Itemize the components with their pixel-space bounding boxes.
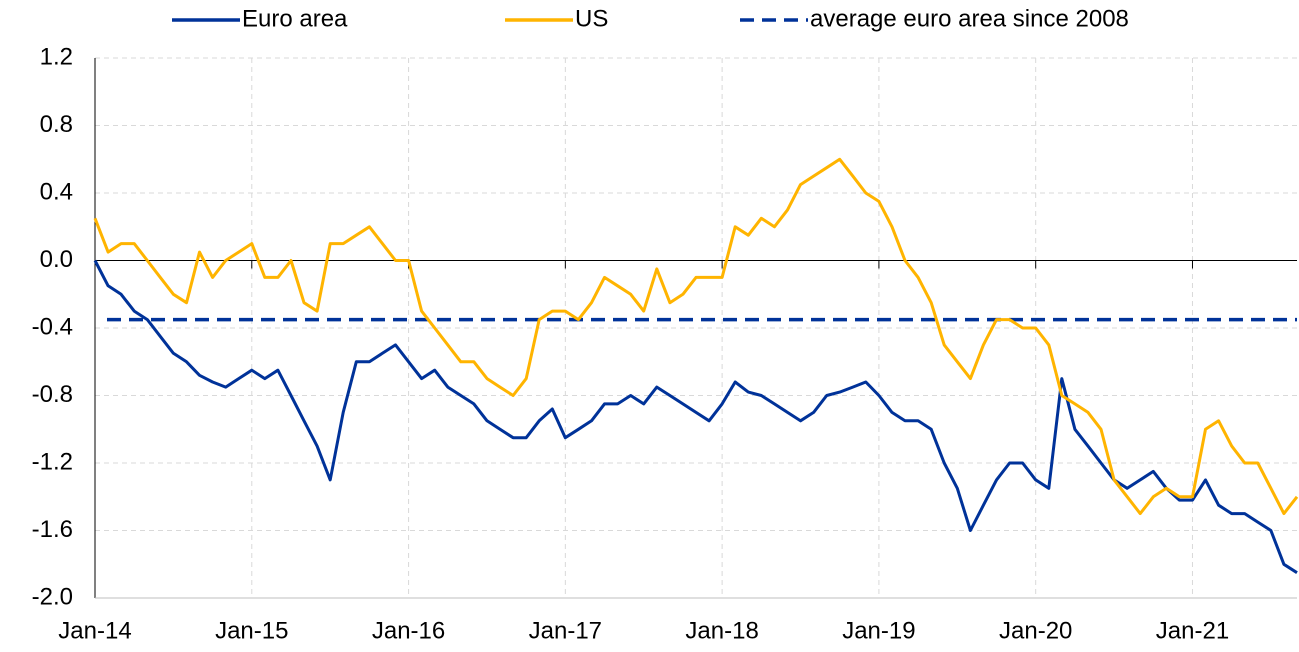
y-tick-label: -0.8 [32,381,73,408]
x-tick-label: Jan-21 [1156,617,1229,644]
y-tick-label: 0.4 [40,178,73,205]
x-tick-label: Jan-15 [215,617,288,644]
y-tick-label: 0.8 [40,111,73,138]
y-tick-label: 1.2 [40,43,73,70]
x-tick-label: Jan-20 [999,617,1072,644]
y-tick-label: -1.2 [32,448,73,475]
series-line [93,259,1298,574]
x-tick-label: Jan-16 [372,617,445,644]
y-tick-label: -1.6 [32,516,73,543]
y-tick-label: -0.4 [32,313,73,340]
x-tick-label: Jan-19 [842,617,915,644]
x-tick-label: Jan-17 [529,617,602,644]
legend-label: US [575,5,608,32]
y-tick-label: -2.0 [32,583,73,610]
x-tick-label: Jan-18 [685,617,758,644]
x-tick-label: Jan-14 [58,617,131,644]
legend-label: average euro area since 2008 [810,5,1129,32]
legend-label: Euro area [242,5,348,32]
y-tick-label: 0.0 [40,246,73,273]
series-line [93,157,1299,516]
